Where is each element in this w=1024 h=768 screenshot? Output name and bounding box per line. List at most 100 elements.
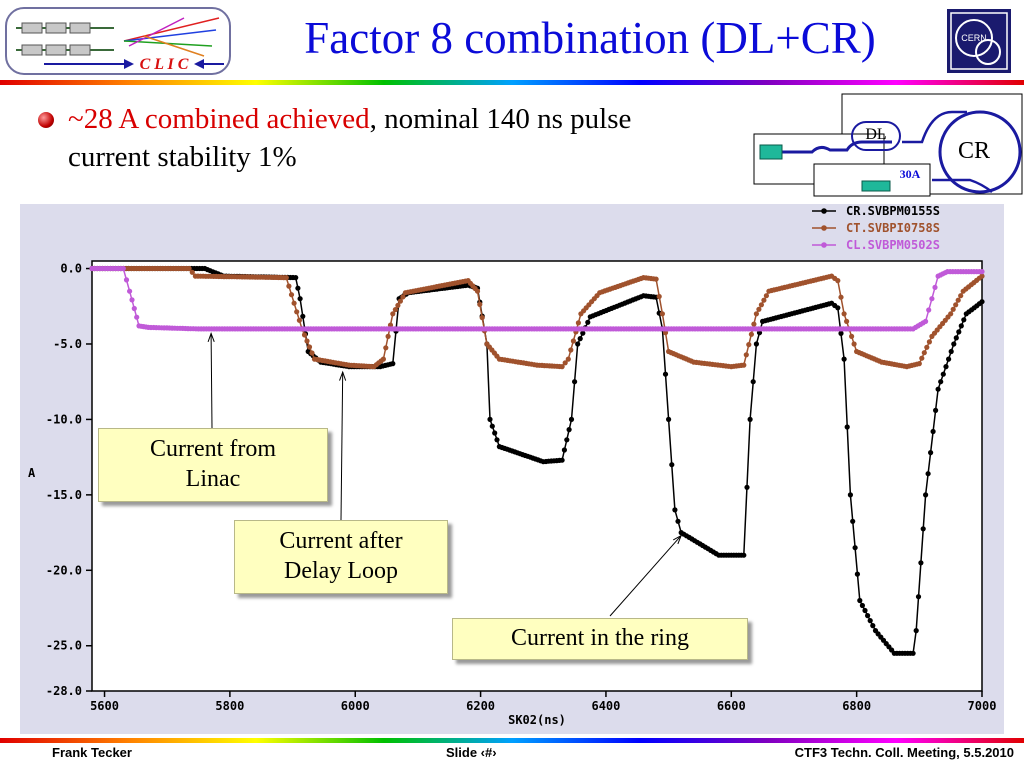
data-point — [309, 350, 315, 356]
data-point — [867, 618, 873, 624]
x-tick-label: 6600 — [717, 699, 746, 713]
data-point — [580, 330, 586, 336]
y-tick-label: 0.0 — [60, 262, 82, 276]
data-point — [763, 293, 770, 299]
data-point — [946, 356, 952, 362]
data-point — [921, 350, 927, 356]
bullet-icon — [38, 112, 54, 128]
data-point — [746, 342, 752, 348]
footer-author: Frank Tecker — [52, 745, 132, 760]
callout-linac-line2: Linac — [185, 466, 241, 492]
data-point — [489, 423, 495, 429]
arrow-ring — [609, 535, 682, 617]
data-point — [923, 492, 929, 498]
data-point — [915, 594, 922, 600]
y-tick-label: -28.0 — [46, 684, 82, 698]
data-point — [656, 293, 662, 300]
data-point — [477, 301, 483, 307]
data-point — [123, 277, 130, 283]
data-point — [283, 275, 289, 281]
y-tick-label: -5.0 — [53, 337, 82, 351]
data-point — [852, 545, 858, 551]
data-point — [675, 518, 681, 524]
data-point — [575, 320, 582, 326]
bullet-line2: current stability 1% — [68, 141, 297, 173]
legend-marker — [821, 242, 827, 248]
data-point — [838, 330, 844, 336]
cr-label: CR — [958, 138, 990, 164]
data-point — [127, 288, 133, 294]
data-point — [955, 297, 961, 303]
data-point — [129, 297, 135, 303]
cern-logo-text: CERN — [961, 33, 987, 43]
arrow-delay-loop — [340, 372, 344, 521]
x-axis-label: SK02(ns) — [508, 713, 566, 727]
x-tick-label: 6000 — [341, 699, 370, 713]
data-point — [397, 298, 403, 304]
bullet-highlight: ~28 A combined achieved — [68, 103, 370, 135]
data-point — [940, 371, 946, 377]
data-point — [862, 607, 868, 614]
data-point — [926, 307, 932, 313]
series-markers — [89, 265, 985, 332]
data-point — [841, 311, 847, 317]
data-point — [948, 311, 954, 317]
data-point — [923, 318, 929, 324]
data-point — [753, 341, 760, 347]
data-point — [559, 457, 565, 463]
data-point — [666, 416, 672, 422]
bullet-text: ~28 A combined achieved, nominal 140 ns … — [68, 100, 778, 176]
data-point — [928, 450, 934, 456]
data-point — [385, 333, 391, 339]
data-point — [943, 364, 949, 370]
data-point — [561, 447, 568, 453]
x-tick-label: 6400 — [591, 699, 620, 713]
footer-meeting: CTF3 Techn. Coll. Meeting, 5.5.2010 — [794, 745, 1014, 760]
dl-cr-diagram: DL CR 30A — [753, 93, 1023, 197]
data-point — [380, 356, 386, 362]
data-point — [568, 416, 575, 422]
data-point — [847, 492, 854, 498]
data-point — [186, 265, 192, 272]
legend-entry: CT.SVBPI0758S — [846, 221, 940, 235]
data-point — [494, 437, 500, 443]
legend-entry: CR.SVBPM0155S — [846, 204, 940, 218]
callout-linac: Current from Linac — [98, 428, 328, 502]
data-point — [958, 323, 964, 329]
data-point — [920, 526, 926, 532]
data-point — [979, 269, 985, 275]
data-point — [844, 318, 850, 324]
data-point — [390, 311, 396, 317]
data-point — [932, 284, 938, 290]
data-point — [924, 344, 930, 350]
data-point — [948, 348, 954, 355]
data-point — [850, 518, 856, 524]
data-point — [958, 293, 964, 299]
clic-logo: C L I C — [5, 7, 231, 75]
data-point — [291, 300, 297, 306]
data-point — [395, 302, 401, 308]
data-point — [844, 424, 850, 430]
data-point — [933, 407, 939, 413]
data-point — [849, 333, 855, 339]
data-point — [929, 296, 935, 302]
data-point — [189, 269, 195, 275]
output-box — [861, 180, 891, 192]
cr-ring — [938, 110, 1022, 194]
y-tick-label: -15.0 — [46, 488, 82, 502]
data-point — [566, 427, 572, 433]
data-point — [913, 628, 919, 634]
data-point — [838, 294, 844, 300]
data-point — [910, 650, 916, 656]
current-label: 30A — [900, 167, 921, 181]
data-point — [286, 283, 292, 289]
data-point — [935, 386, 941, 392]
data-point — [951, 341, 957, 347]
data-point — [857, 597, 863, 604]
callout-ring: Current in the ring — [452, 618, 748, 660]
data-point — [400, 294, 406, 300]
data-point — [835, 305, 841, 311]
data-point — [672, 507, 678, 513]
data-point — [662, 330, 669, 336]
data-point — [559, 364, 565, 370]
